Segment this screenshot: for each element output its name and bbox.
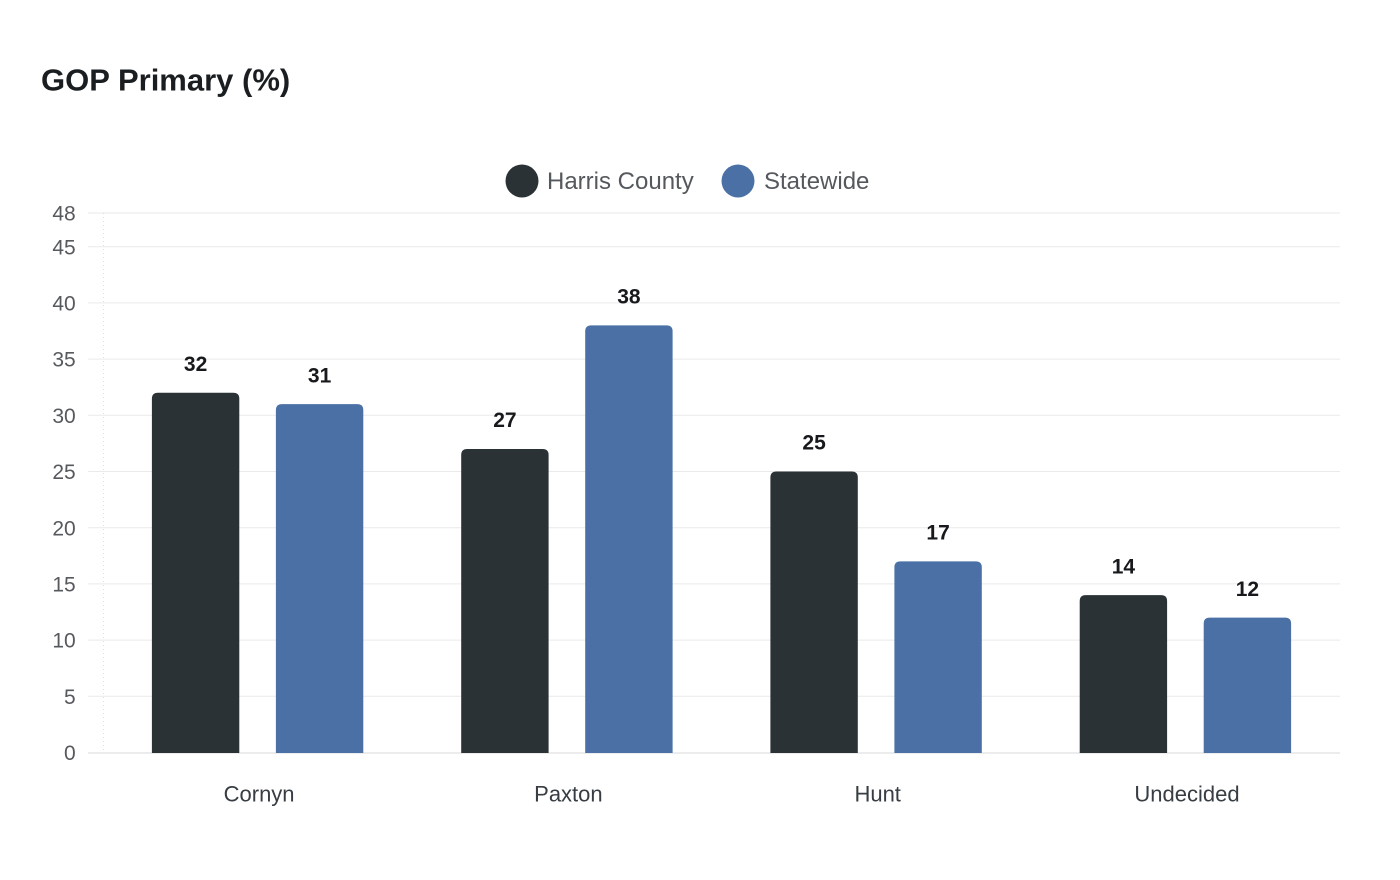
svg-text:48: 48 <box>52 203 75 226</box>
svg-text:35: 35 <box>52 349 75 372</box>
svg-text:15: 15 <box>52 574 75 597</box>
svg-text:38: 38 <box>617 286 641 309</box>
svg-text:30: 30 <box>52 405 75 428</box>
svg-text:14: 14 <box>1112 555 1136 578</box>
svg-text:Paxton: Paxton <box>534 781 603 806</box>
svg-text:Statewide: Statewide <box>764 168 869 195</box>
svg-text:25: 25 <box>52 461 75 484</box>
svg-text:20: 20 <box>52 517 75 540</box>
svg-text:40: 40 <box>52 293 75 316</box>
svg-text:27: 27 <box>493 409 516 432</box>
svg-text:45: 45 <box>52 236 75 259</box>
svg-text:Undecided: Undecided <box>1134 781 1239 806</box>
svg-text:32: 32 <box>184 353 207 376</box>
svg-text:5: 5 <box>64 686 76 709</box>
svg-text:31: 31 <box>308 364 332 387</box>
svg-text:Hunt: Hunt <box>854 781 900 806</box>
svg-text:0: 0 <box>64 742 76 765</box>
svg-text:17: 17 <box>926 522 949 545</box>
svg-text:25: 25 <box>802 432 826 455</box>
svg-text:12: 12 <box>1236 578 1259 601</box>
svg-text:Harris County: Harris County <box>547 168 694 195</box>
svg-text:Cornyn: Cornyn <box>224 781 295 806</box>
svg-text:10: 10 <box>52 630 75 653</box>
svg-text:GOP Primary (%): GOP Primary (%) <box>41 63 290 98</box>
